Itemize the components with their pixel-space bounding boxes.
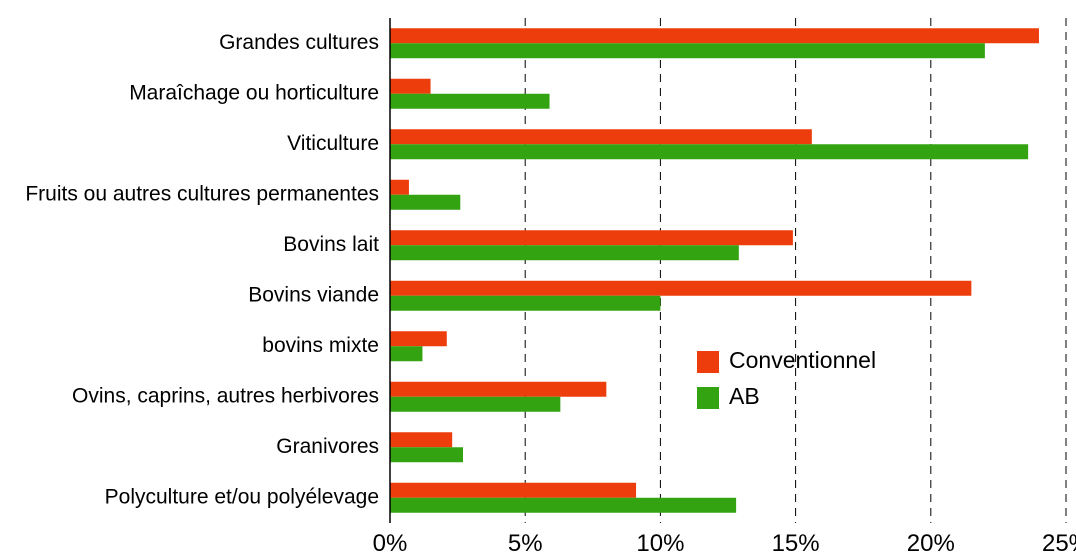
category-label: Ovins, caprins, autres herbivores [72,384,379,407]
bar-ab [390,295,661,311]
category-label: Granivores [276,435,379,458]
bar-conventionnel [390,129,812,145]
bar-ab [390,194,461,210]
bar-conventionnel [390,78,431,94]
bar-ab [390,144,1029,160]
x-tick-label: 10% [636,530,684,555]
bar-ab [390,346,423,362]
category-label: Maraîchage ou horticulture [129,81,379,104]
legend-swatch [697,351,719,373]
category-label: Bovins viande [248,283,379,306]
x-tick-label: 0% [373,530,408,555]
bar-ab [390,497,737,513]
x-tick-label: 25% [1042,530,1076,555]
bar-conventionnel [390,179,409,195]
gridlines [524,18,1067,523]
x-tick-labels: 0% 5% 10% 15% 20% 25% [373,530,1076,555]
x-tick-label: 5% [508,530,543,555]
legend: Conventionnel AB [697,347,876,409]
category-label: Viticulture [287,132,379,155]
legend-label: AB [729,383,760,409]
bar-conventionnel [390,432,453,448]
category-label: Grandes cultures [219,31,379,54]
bar-conventionnel [390,28,1039,44]
bar-conventionnel [390,331,447,347]
bar-ab [390,93,550,109]
category-label: bovins mixte [262,334,379,357]
bar-ab [390,43,985,59]
bar-conventionnel [390,482,637,498]
category-label: Polyculture et/ou polyélevage [105,485,379,508]
bar-ab [390,245,739,261]
x-tick-label: 20% [907,530,955,555]
bar-ab [390,447,464,463]
category-labels: Grandes cultures Maraîchage ou horticultu… [25,31,379,509]
legend-swatch [697,387,719,409]
bar-ab [390,396,561,412]
bar-conventionnel [390,230,793,246]
bar-conventionnel [390,280,972,296]
category-label: Bovins lait [283,233,379,256]
category-label: Fruits ou autres cultures permanentes [25,182,379,205]
x-tick-label: 15% [772,530,820,555]
bar-conventionnel [390,381,607,397]
bars [390,28,1039,513]
legend-label: Conventionnel [729,347,876,373]
